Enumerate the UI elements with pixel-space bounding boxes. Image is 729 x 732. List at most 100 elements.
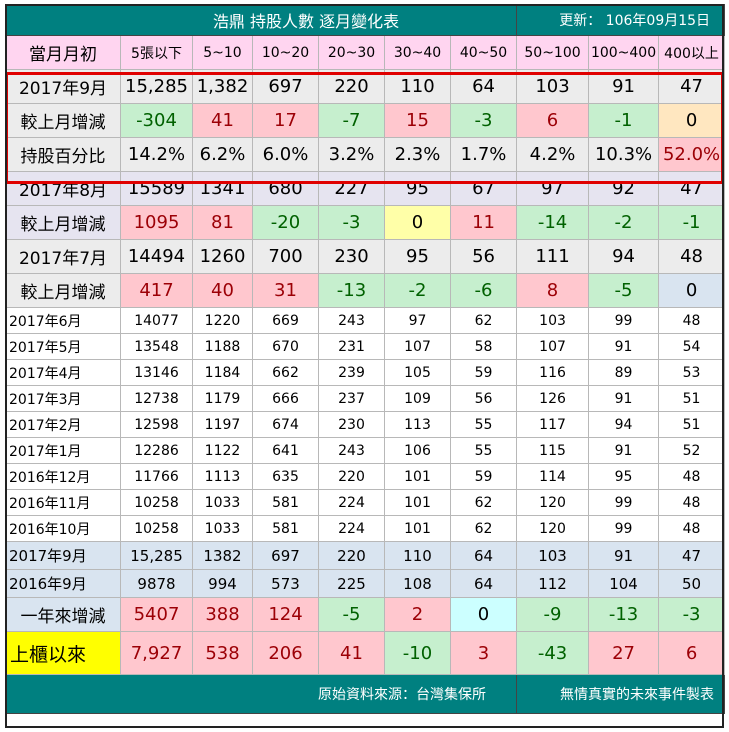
row-label[interactable]: 2017年9月 [5, 69, 121, 104]
table-cell[interactable]: -9 [516, 597, 590, 632]
table-cell[interactable]: 101 [384, 489, 451, 516]
table-cell[interactable]: -5 [588, 273, 660, 308]
table-cell[interactable]: 1122 [192, 437, 253, 464]
row-label[interactable]: 較上月增減 [5, 205, 121, 240]
table-cell[interactable]: 243 [318, 437, 385, 464]
table-cell[interactable]: 2 [384, 597, 451, 632]
table-cell[interactable]: 206 [252, 631, 319, 675]
table-cell[interactable]: 54 [658, 333, 726, 360]
row-label[interactable]: 2017年5月 [5, 333, 121, 360]
table-cell[interactable]: 91 [588, 385, 660, 412]
table-cell[interactable]: 111 [516, 239, 590, 274]
table-cell[interactable]: 92 [588, 171, 660, 206]
table-cell[interactable]: 116 [516, 359, 590, 386]
row-label[interactable]: 上櫃以來 [5, 631, 121, 675]
table-cell[interactable]: 0 [384, 205, 451, 240]
table-cell[interactable]: 224 [318, 515, 385, 542]
table-cell[interactable]: 99 [588, 489, 660, 516]
table-cell[interactable]: 59 [449, 463, 518, 490]
table-cell[interactable]: 2.3% [384, 137, 451, 172]
table-cell[interactable]: 14.2% [120, 137, 193, 172]
table-cell[interactable]: 56 [449, 385, 518, 412]
table-cell[interactable]: -3 [318, 205, 385, 240]
table-cell[interactable]: 58 [449, 333, 518, 360]
table-cell[interactable]: -3 [658, 597, 726, 632]
table-cell[interactable]: 59 [449, 359, 518, 386]
table-cell[interactable]: 62 [449, 489, 518, 516]
table-cell[interactable]: 1113 [192, 463, 253, 490]
header-cell[interactable]: 40~50 [449, 35, 518, 70]
table-cell[interactable]: 55 [449, 437, 518, 464]
table-cell[interactable]: 231 [318, 333, 385, 360]
table-cell[interactable]: 103 [516, 307, 590, 334]
header-cell[interactable]: 100~400 [588, 35, 660, 70]
table-cell[interactable]: 95 [384, 239, 451, 274]
header-cell[interactable]: 30~40 [384, 35, 451, 70]
table-cell[interactable]: 573 [252, 569, 319, 598]
table-cell[interactable]: 112 [516, 569, 590, 598]
table-cell[interactable]: 1382 [192, 541, 253, 570]
table-cell[interactable]: 581 [252, 489, 319, 516]
table-cell[interactable]: 41 [318, 631, 385, 675]
table-cell[interactable]: 94 [588, 239, 660, 274]
table-cell[interactable]: 1220 [192, 307, 253, 334]
table-cell[interactable]: 220 [318, 541, 385, 570]
table-cell[interactable]: 1197 [192, 411, 253, 438]
table-cell[interactable]: 7,927 [120, 631, 193, 675]
row-label[interactable]: 持股百分比 [5, 137, 121, 172]
table-cell[interactable]: 99 [588, 307, 660, 334]
table-cell[interactable]: 581 [252, 515, 319, 542]
row-label[interactable]: 2016年11月 [5, 489, 121, 516]
table-cell[interactable]: 117 [516, 411, 590, 438]
table-cell[interactable]: 13548 [120, 333, 193, 360]
table-cell[interactable]: 95 [588, 463, 660, 490]
table-cell[interactable]: 243 [318, 307, 385, 334]
table-cell[interactable]: 670 [252, 333, 319, 360]
table-cell[interactable]: -13 [318, 273, 385, 308]
table-cell[interactable]: 1033 [192, 515, 253, 542]
table-cell[interactable]: -1 [588, 103, 660, 138]
header-cell[interactable]: 當月月初 [5, 35, 121, 70]
table-cell[interactable]: 8 [516, 273, 590, 308]
table-cell[interactable]: 91 [588, 333, 660, 360]
table-cell[interactable]: 47 [658, 541, 726, 570]
table-cell[interactable]: 669 [252, 307, 319, 334]
table-cell[interactable]: 14494 [120, 239, 193, 274]
table-cell[interactable]: 62 [449, 515, 518, 542]
table-cell[interactable]: 52.0% [658, 137, 726, 172]
row-label[interactable]: 2017年7月 [5, 239, 121, 274]
table-cell[interactable]: 51 [658, 411, 726, 438]
table-cell[interactable]: 97 [516, 171, 590, 206]
header-cell[interactable]: 20~30 [318, 35, 385, 70]
table-cell[interactable]: 41 [192, 103, 253, 138]
table-cell[interactable]: 15589 [120, 171, 193, 206]
table-cell[interactable]: 94 [588, 411, 660, 438]
table-cell[interactable]: 126 [516, 385, 590, 412]
table-cell[interactable]: -5 [318, 597, 385, 632]
table-cell[interactable]: 114 [516, 463, 590, 490]
row-label[interactable]: 2017年1月 [5, 437, 121, 464]
table-cell[interactable]: 62 [449, 307, 518, 334]
table-cell[interactable]: 52 [658, 437, 726, 464]
table-cell[interactable]: 105 [384, 359, 451, 386]
table-cell[interactable]: 91 [588, 437, 660, 464]
row-label[interactable]: 2017年3月 [5, 385, 121, 412]
row-label[interactable]: 一年來增減 [5, 597, 121, 632]
table-cell[interactable]: 103 [516, 69, 590, 104]
table-cell[interactable]: 4.2% [516, 137, 590, 172]
row-label[interactable]: 2017年6月 [5, 307, 121, 334]
table-cell[interactable]: 237 [318, 385, 385, 412]
table-cell[interactable]: 64 [449, 69, 518, 104]
table-cell[interactable]: 104 [588, 569, 660, 598]
table-cell[interactable]: 53 [658, 359, 726, 386]
table-cell[interactable]: 666 [252, 385, 319, 412]
table-cell[interactable]: 700 [252, 239, 319, 274]
table-cell[interactable]: 11766 [120, 463, 193, 490]
table-cell[interactable]: -2 [588, 205, 660, 240]
table-cell[interactable]: 13146 [120, 359, 193, 386]
table-cell[interactable]: 15 [384, 103, 451, 138]
table-cell[interactable]: 994 [192, 569, 253, 598]
table-cell[interactable]: 680 [252, 171, 319, 206]
table-cell[interactable]: 110 [384, 69, 451, 104]
table-cell[interactable]: -20 [252, 205, 319, 240]
